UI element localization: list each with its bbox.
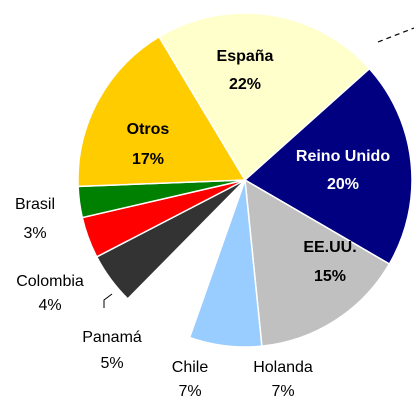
value-label: 17% — [132, 151, 164, 168]
value-label: 5% — [100, 355, 123, 372]
value-label: 7% — [271, 383, 294, 400]
value-label: 20% — [327, 176, 359, 193]
slice-label: España — [217, 48, 274, 65]
slice-label: Brasil — [15, 196, 55, 213]
slice-label: Panamá — [82, 329, 142, 346]
pie-slice — [244, 178, 391, 347]
annotation-line — [377, 27, 414, 43]
value-label: 7% — [178, 383, 201, 400]
slice-label: Otros — [127, 121, 170, 138]
slice-label: Reino Unido — [296, 148, 390, 165]
value-label: 3% — [23, 225, 46, 242]
pie-slice — [243, 67, 413, 266]
slice-label: Holanda — [253, 359, 313, 376]
value-label: 22% — [229, 76, 261, 93]
labels: España 22% Reino Unido 20% EE.UU. 15% Holanda 7… — [15, 48, 390, 400]
slice-label: EE.UU. — [303, 239, 356, 256]
slice-label: Chile — [172, 359, 209, 376]
leader-line — [103, 293, 113, 308]
pie-slice — [157, 12, 371, 182]
pie-slice — [77, 35, 247, 188]
slice-label: Colombia — [16, 273, 84, 290]
pie — [77, 12, 413, 348]
value-label: 15% — [314, 268, 346, 285]
value-label: 4% — [38, 297, 61, 314]
